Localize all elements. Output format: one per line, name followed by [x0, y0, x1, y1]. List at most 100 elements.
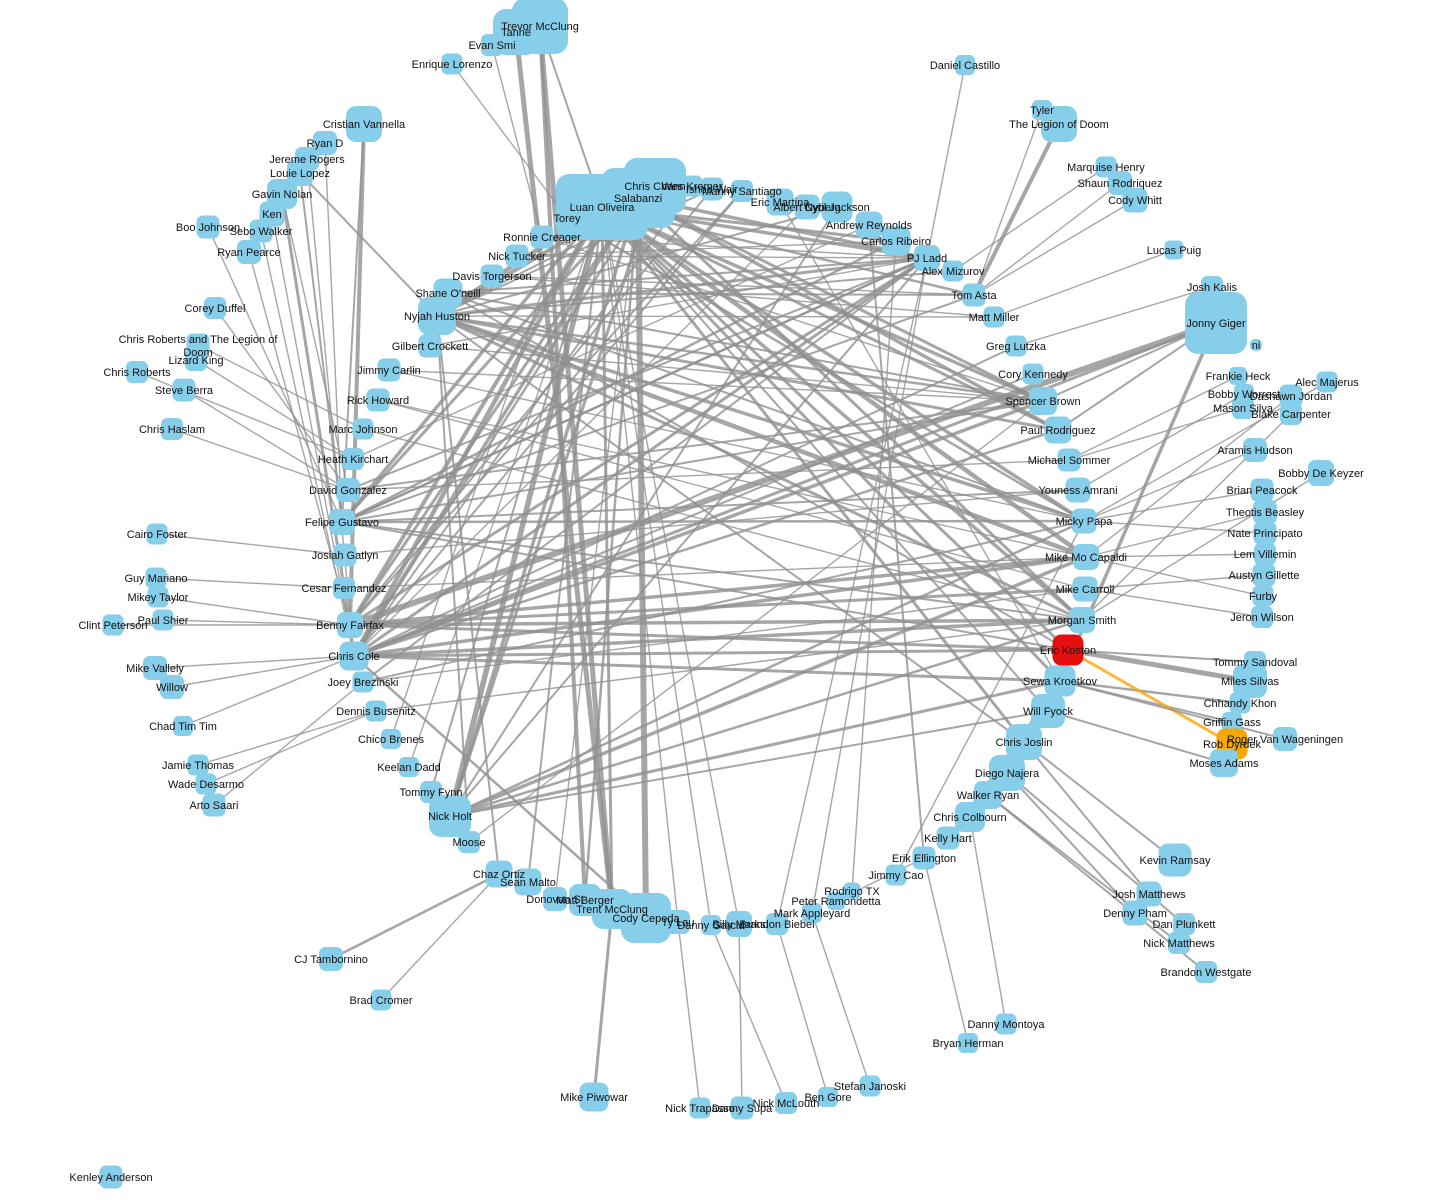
graph-node-marc-johnson[interactable] [352, 418, 374, 440]
graph-node-jeron-wilson[interactable] [1251, 606, 1273, 628]
graph-node-chris-roberts[interactable] [126, 361, 148, 383]
graph-node-bryan-herman[interactable] [958, 1033, 978, 1053]
graph-node-boo-johnson[interactable] [196, 215, 220, 239]
graph-node-trevor-mcclung[interactable] [512, 0, 568, 54]
graph-node-cristian-vannella[interactable] [346, 106, 382, 142]
graph-node-arto-saari[interactable] [202, 793, 226, 817]
graph-node-jonny-giger[interactable] [1185, 292, 1247, 354]
graph-node-chaz-ortiz[interactable] [485, 860, 513, 888]
graph-node-chris-chann[interactable] [624, 158, 686, 214]
graph-node-danny-supa[interactable] [730, 1096, 754, 1120]
graph-node-peter-ramondetta[interactable] [827, 892, 845, 910]
graph-node-cesar-fernandez[interactable] [333, 577, 355, 599]
graph-node-mark-appleyard[interactable] [802, 903, 822, 923]
graph-node-guy-mariano[interactable] [145, 567, 167, 589]
graph-node-benny-fairfax[interactable] [337, 612, 363, 638]
graph-node-clint-peterson[interactable] [102, 614, 124, 636]
graph-node-the-legion-of-doom[interactable] [1041, 106, 1077, 142]
graph-node-matt-berger[interactable] [569, 884, 601, 916]
graph-node-rick-howard[interactable] [366, 388, 390, 412]
graph-node-evan-smi[interactable] [481, 34, 503, 56]
graph-node-andrew-reynolds[interactable] [855, 211, 883, 239]
graph-node-mikey-taylor[interactable] [147, 586, 169, 608]
graph-node-nick-matthews[interactable] [1168, 932, 1190, 954]
graph-node-felipe-gustavo[interactable] [329, 509, 355, 535]
graph-node-erik-ellington[interactable] [912, 846, 936, 870]
graph-node-micky-papa[interactable] [1071, 508, 1097, 534]
graph-node-stefan-janoski[interactable] [859, 1075, 881, 1097]
graph-node-cory-kennedy[interactable] [1022, 363, 1044, 385]
graph-node-chris-cole[interactable] [339, 641, 369, 671]
graph-node-rodrigo-tx[interactable] [843, 882, 861, 900]
graph-node-davis-torgerson[interactable] [480, 264, 504, 288]
graph-node-chris-colbourn[interactable] [955, 802, 985, 832]
graph-node-denny-pham[interactable] [1122, 900, 1148, 926]
graph-node-nate-principato[interactable] [1253, 521, 1277, 545]
graph-node-mike-carroll[interactable] [1072, 576, 1098, 602]
graph-node-eric-koston[interactable] [1052, 634, 1084, 666]
graph-node-miles-silvas[interactable] [1233, 664, 1267, 698]
graph-node-jimmy-cao[interactable] [885, 864, 907, 886]
graph-node-nick-tucker[interactable] [505, 244, 529, 268]
graph-node-frankie-heck[interactable] [1229, 367, 1247, 385]
graph-node-griffin-gass[interactable] [1222, 712, 1242, 732]
graph-node-willow[interactable] [160, 675, 184, 699]
graph-node-matt-miller[interactable] [983, 306, 1005, 328]
graph-node-brian-peacock[interactable] [1250, 478, 1274, 502]
graph-node-louie-lopez[interactable] [287, 160, 313, 186]
graph-node-mike-mo-capaldi[interactable] [1073, 544, 1099, 570]
graph-node-billy-marks[interactable] [726, 911, 752, 937]
graph-node-brandon-biebel[interactable] [766, 913, 788, 935]
graph-node-trent-mcclung[interactable] [592, 889, 632, 929]
graph-node-nyjah-huston[interactable] [418, 297, 456, 335]
graph-node-wade-desarmo[interactable] [195, 773, 217, 795]
graph-node-spencer-brown[interactable] [1029, 387, 1057, 415]
graph-node-joey-brezinski[interactable] [352, 671, 374, 693]
graph-node-steve-berra[interactable] [172, 378, 196, 402]
graph-node-chico-brenes[interactable] [381, 729, 401, 749]
graph-node-roger-van-wageningen[interactable] [1273, 727, 1297, 751]
graph-node-chhandy-khon[interactable] [1229, 692, 1251, 714]
graph-node-moses-adams[interactable] [1210, 749, 1238, 777]
graph-node-diego-najera[interactable] [989, 755, 1025, 791]
graph-node-cj-tambornino[interactable] [319, 947, 343, 971]
graph-node-gilbert-crockett[interactable] [418, 334, 442, 358]
graph-node-nick-mclouth[interactable] [775, 1092, 797, 1114]
graph-node-chris-joslin[interactable] [1006, 724, 1042, 760]
graph-node-ryan-pearce[interactable] [237, 240, 261, 264]
graph-node-blake-carpenter[interactable] [1280, 403, 1302, 425]
graph-node-carlos-ribeiro[interactable] [881, 226, 911, 256]
graph-node-mike-vallely[interactable] [143, 656, 167, 680]
graph-node-heath-kirchart[interactable] [342, 448, 364, 470]
graph-node-nick-trapasso[interactable] [689, 1097, 711, 1119]
graph-node-kelly-hart[interactable] [936, 826, 960, 850]
graph-node-dennis-busenitz[interactable] [365, 700, 387, 722]
graph-node-josiah-gatlyn[interactable] [333, 543, 357, 567]
graph-node-paul-shier[interactable] [152, 609, 174, 631]
graph-node-chad-tim-tim[interactable] [173, 716, 193, 736]
graph-node-keelan-dadd[interactable] [399, 757, 419, 777]
graph-node-lem-villemin[interactable] [1254, 543, 1276, 565]
graph-node-brad-cromer[interactable] [370, 989, 392, 1011]
graph-node-lizard-king[interactable] [185, 349, 207, 371]
graph-node-furby[interactable] [1252, 585, 1274, 607]
graph-node-nick-holt[interactable] [429, 795, 471, 837]
graph-node-dan-plunkett[interactable] [1173, 913, 1195, 935]
graph-node-greg-lutzka[interactable] [1005, 335, 1027, 357]
graph-node-ryan-d[interactable] [313, 131, 337, 155]
graph-node-lucas-puig[interactable] [1164, 240, 1184, 260]
graph-node-paul-rodriguez[interactable] [1044, 416, 1072, 444]
graph-node-daniel-castillo[interactable] [955, 55, 975, 75]
graph-node-sebo-walker[interactable] [249, 219, 273, 243]
graph-node-kenley-anderson[interactable] [99, 1165, 123, 1189]
graph-node-manny-santiago[interactable] [731, 180, 753, 202]
graph-node-cyril-jackson[interactable] [821, 191, 853, 223]
graph-node-enrique-lorenzo[interactable] [441, 53, 463, 75]
graph-node-chris-haslam[interactable] [161, 418, 183, 440]
graph-node-alex-mizurov[interactable] [942, 260, 964, 282]
graph-node-morgan-smith[interactable] [1069, 607, 1095, 633]
graph-node-will-fyock[interactable] [1031, 694, 1065, 728]
graph-node-brandon-westgate[interactable] [1195, 961, 1217, 983]
graph-node-donovan-st[interactable] [543, 887, 567, 911]
graph-node-wes-kremer[interactable] [681, 175, 703, 197]
